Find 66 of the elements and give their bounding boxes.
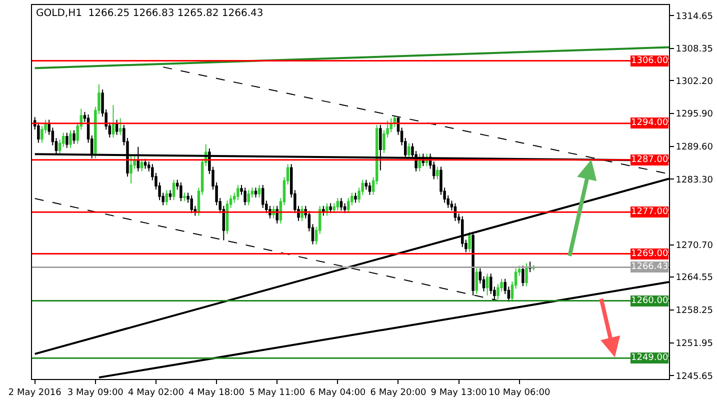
candlestick [525, 262, 528, 287]
candlestick [66, 132, 68, 148]
ref-line-label: 1306.00 [631, 56, 668, 66]
candlestick [336, 198, 340, 212]
chart-title: GOLD,H1 1266.25 1266.83 1265.82 1266.43 [36, 8, 264, 19]
candlestick [354, 192, 357, 204]
y-tick-label: 1302.20 [676, 76, 714, 87]
candlestick [72, 130, 76, 144]
x-tick-label: 4 May 18:00 [188, 388, 245, 398]
candlestick [261, 184, 264, 208]
candlestick [172, 179, 176, 201]
candlestick [322, 205, 325, 216]
candlestick [69, 130, 72, 148]
candlestick [454, 202, 457, 222]
candlestick [254, 187, 258, 198]
candlestick [140, 158, 144, 172]
candlestick [276, 205, 278, 224]
candlestick [244, 187, 246, 206]
candlestick [165, 190, 168, 206]
y-tick-label: 1251.95 [676, 338, 714, 349]
candlestick [368, 182, 372, 196]
candlestick [180, 182, 182, 202]
ref-line-label: 1260.00 [631, 296, 668, 306]
y-tick-label: 1283.30 [676, 175, 714, 186]
ref-line-label: 1277.00 [631, 207, 668, 217]
candlestick [475, 268, 478, 294]
y-tick-label: 1289.60 [676, 142, 714, 153]
y-tick-label: 1314.65 [676, 12, 714, 22]
candlestick [486, 273, 489, 296]
candlestick [168, 190, 172, 201]
candlestick [144, 158, 147, 170]
y-tick-label: 1270.70 [676, 241, 714, 252]
x-tick-label: 6 May 20:00 [370, 388, 427, 398]
x-tick-label: 3 May 09:00 [67, 388, 124, 398]
candlestick [190, 194, 193, 214]
candlestick [522, 265, 524, 287]
candlestick [468, 231, 471, 253]
y-tick-label: 1245.65 [676, 372, 714, 382]
ref-line-label: 1249.00 [631, 353, 668, 363]
y-tick-label: 1264.55 [676, 273, 714, 284]
candlestick [130, 154, 132, 184]
candlestick [472, 231, 474, 296]
x-tick-label: 9 May 13:00 [430, 388, 488, 398]
y-tick-label: 1258.25 [676, 306, 714, 316]
candlestick [436, 166, 439, 180]
candlestick [258, 184, 261, 198]
ref-line-label: 1269.00 [631, 249, 668, 259]
candlestick [408, 142, 410, 159]
x-tick-label: 5 May 11:00 [249, 388, 306, 398]
candlestick [329, 202, 332, 214]
ref-line-label: 1287.00 [631, 155, 668, 165]
ref-line-label: 1294.00 [631, 118, 668, 128]
candlestick [247, 190, 250, 206]
y-tick-label: 1308.35 [676, 44, 714, 55]
x-tick-label: 2 May 2016 [8, 388, 62, 398]
candlestick [326, 202, 328, 216]
candlestick [112, 104, 115, 138]
candlestick [236, 184, 240, 201]
y-tick-label: 1295.90 [676, 110, 714, 120]
candlestick [118, 118, 122, 136]
ref-line-label: 1266.43 [631, 262, 668, 272]
candlestick [340, 198, 343, 212]
x-tick-label: 6 May 04:00 [310, 388, 366, 398]
x-tick-label: 10 May 06:00 [488, 388, 550, 398]
x-tick-label: 4 May 02:00 [128, 388, 184, 398]
candlestick [183, 192, 186, 202]
